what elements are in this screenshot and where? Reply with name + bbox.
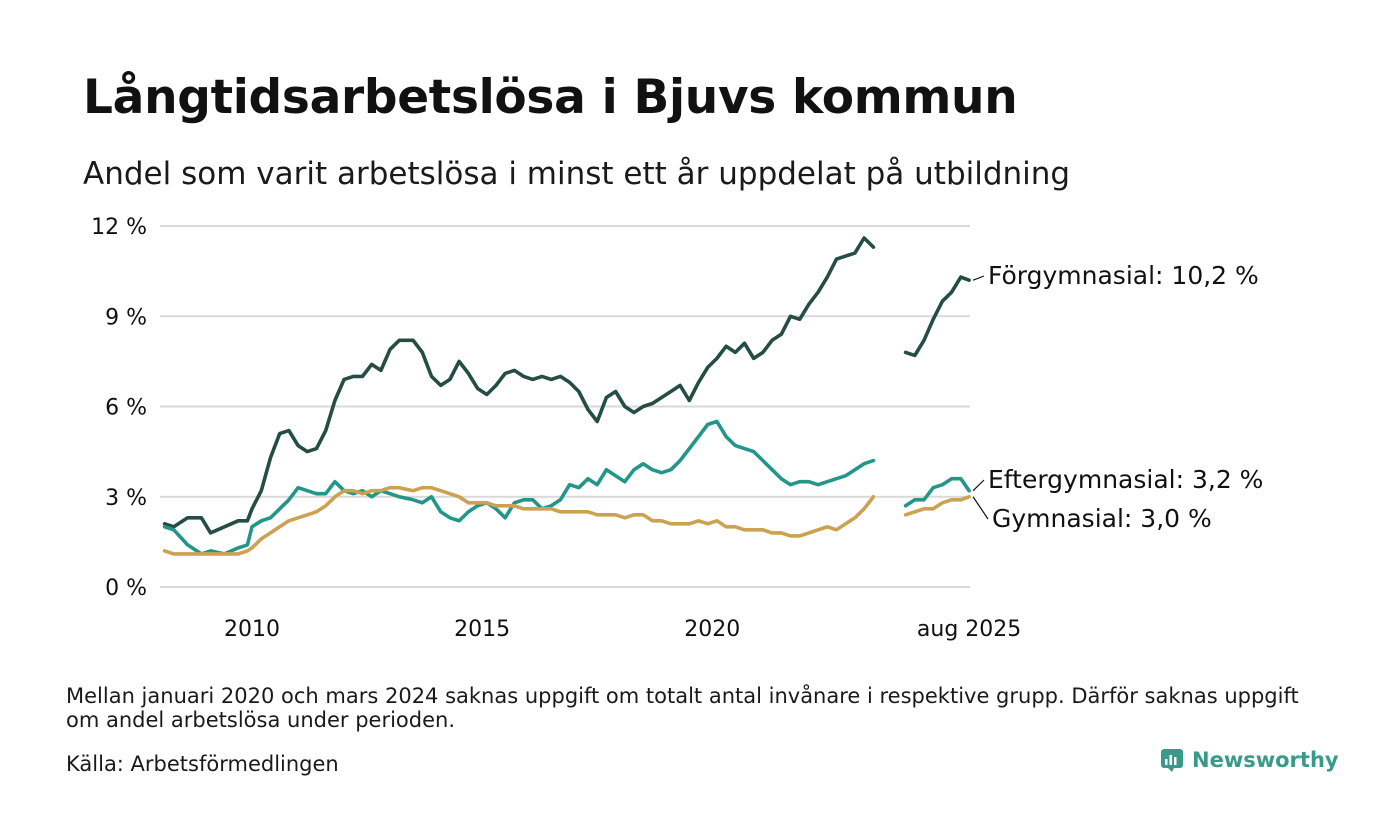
y-tick-label: 6 %	[105, 396, 147, 421]
series-line-eftergymnasial	[162, 419, 876, 556]
line-chart: 0 % 3 % 6 % 9 % 12 % 2010 2015 2020 aug 2025 Förg…	[91, 215, 1263, 642]
x-tick-label: 2020	[684, 617, 740, 642]
x-tick-label: aug 2025	[917, 617, 1021, 642]
chart-title: Långtidsarbetslösa i Bjuvs kommun	[83, 70, 1018, 125]
series-line-eftergymnasial	[903, 476, 971, 508]
newsworthy-logo-icon	[1161, 749, 1183, 772]
series-line-f-rgymnasial	[903, 275, 971, 358]
label-leader-line	[972, 479, 985, 492]
series-end-label: Eftergymnasial: 3,2 %	[988, 465, 1263, 494]
y-tick-label: 12 %	[91, 215, 147, 240]
y-tick-label: 3 %	[105, 486, 147, 511]
x-tick-label: 2010	[224, 617, 280, 642]
brand-logo: Newsworthy	[1160, 748, 1339, 772]
series-end-label: Förgymnasial: 10,2 %	[988, 261, 1259, 290]
label-leader-line	[972, 496, 989, 520]
footnote: Mellan januari 2020 och mars 2024 saknas…	[66, 684, 1299, 732]
series-line-gymnasial	[903, 495, 971, 517]
series-line-f-rgymnasial	[162, 236, 876, 535]
source-label: Källa: Arbetsförmedlingen	[66, 752, 339, 776]
y-tick-label: 0 %	[105, 576, 147, 601]
x-tick-label: 2015	[454, 617, 510, 642]
chart-subtitle: Andel som varit arbetslösa i minst ett å…	[83, 156, 1071, 192]
series-end-label: Gymnasial: 3,0 %	[992, 504, 1212, 533]
brand-name: Newsworthy	[1192, 748, 1339, 772]
series-line-gymnasial	[162, 485, 876, 556]
label-leader-line	[972, 275, 985, 281]
y-tick-label: 9 %	[105, 305, 147, 330]
